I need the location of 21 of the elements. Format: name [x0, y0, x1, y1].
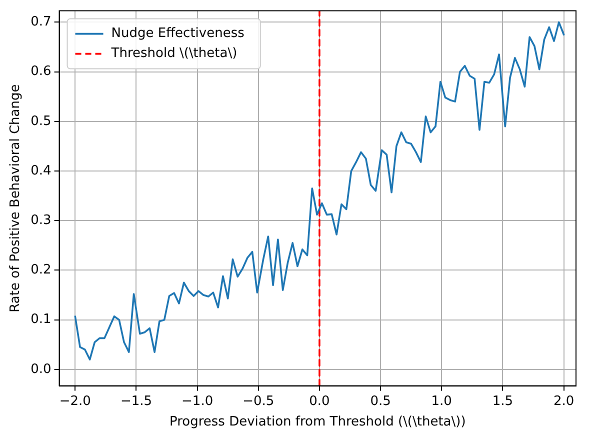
y-axis-title: Rate of Positive Behavioral Change — [8, 84, 24, 312]
x-tick-label: 0.5 — [370, 394, 391, 409]
y-tick-label: 0.2 — [30, 262, 52, 278]
x-tick-label: −1.0 — [182, 394, 214, 409]
x-tick-label: 2.0 — [553, 394, 574, 409]
x-tick-label: −0.5 — [242, 394, 274, 409]
y-tick-label: 0.7 — [30, 14, 52, 30]
y-tick-label: 0.0 — [30, 362, 52, 377]
x-tick-label: −1.5 — [120, 394, 152, 409]
legend-label: Threshold \(\theta\) — [110, 46, 238, 62]
x-tick-label: 0.0 — [309, 394, 330, 409]
y-tick-label: 0.4 — [30, 163, 52, 178]
x-tick-label: −2.0 — [59, 394, 91, 409]
x-axis-title: Progress Deviation from Threshold (\(\theta\)) — [169, 414, 466, 430]
y-tick-label: 0.6 — [30, 64, 52, 80]
y-tick-label: 0.3 — [30, 212, 52, 228]
y-tick-label: 0.1 — [30, 312, 52, 328]
legend-label: Nudge Effectiveness — [111, 26, 245, 42]
x-tick-label: 1.5 — [492, 394, 514, 409]
x-tick-label: 1.0 — [431, 394, 452, 409]
y-tick-label: 0.5 — [30, 114, 52, 129]
